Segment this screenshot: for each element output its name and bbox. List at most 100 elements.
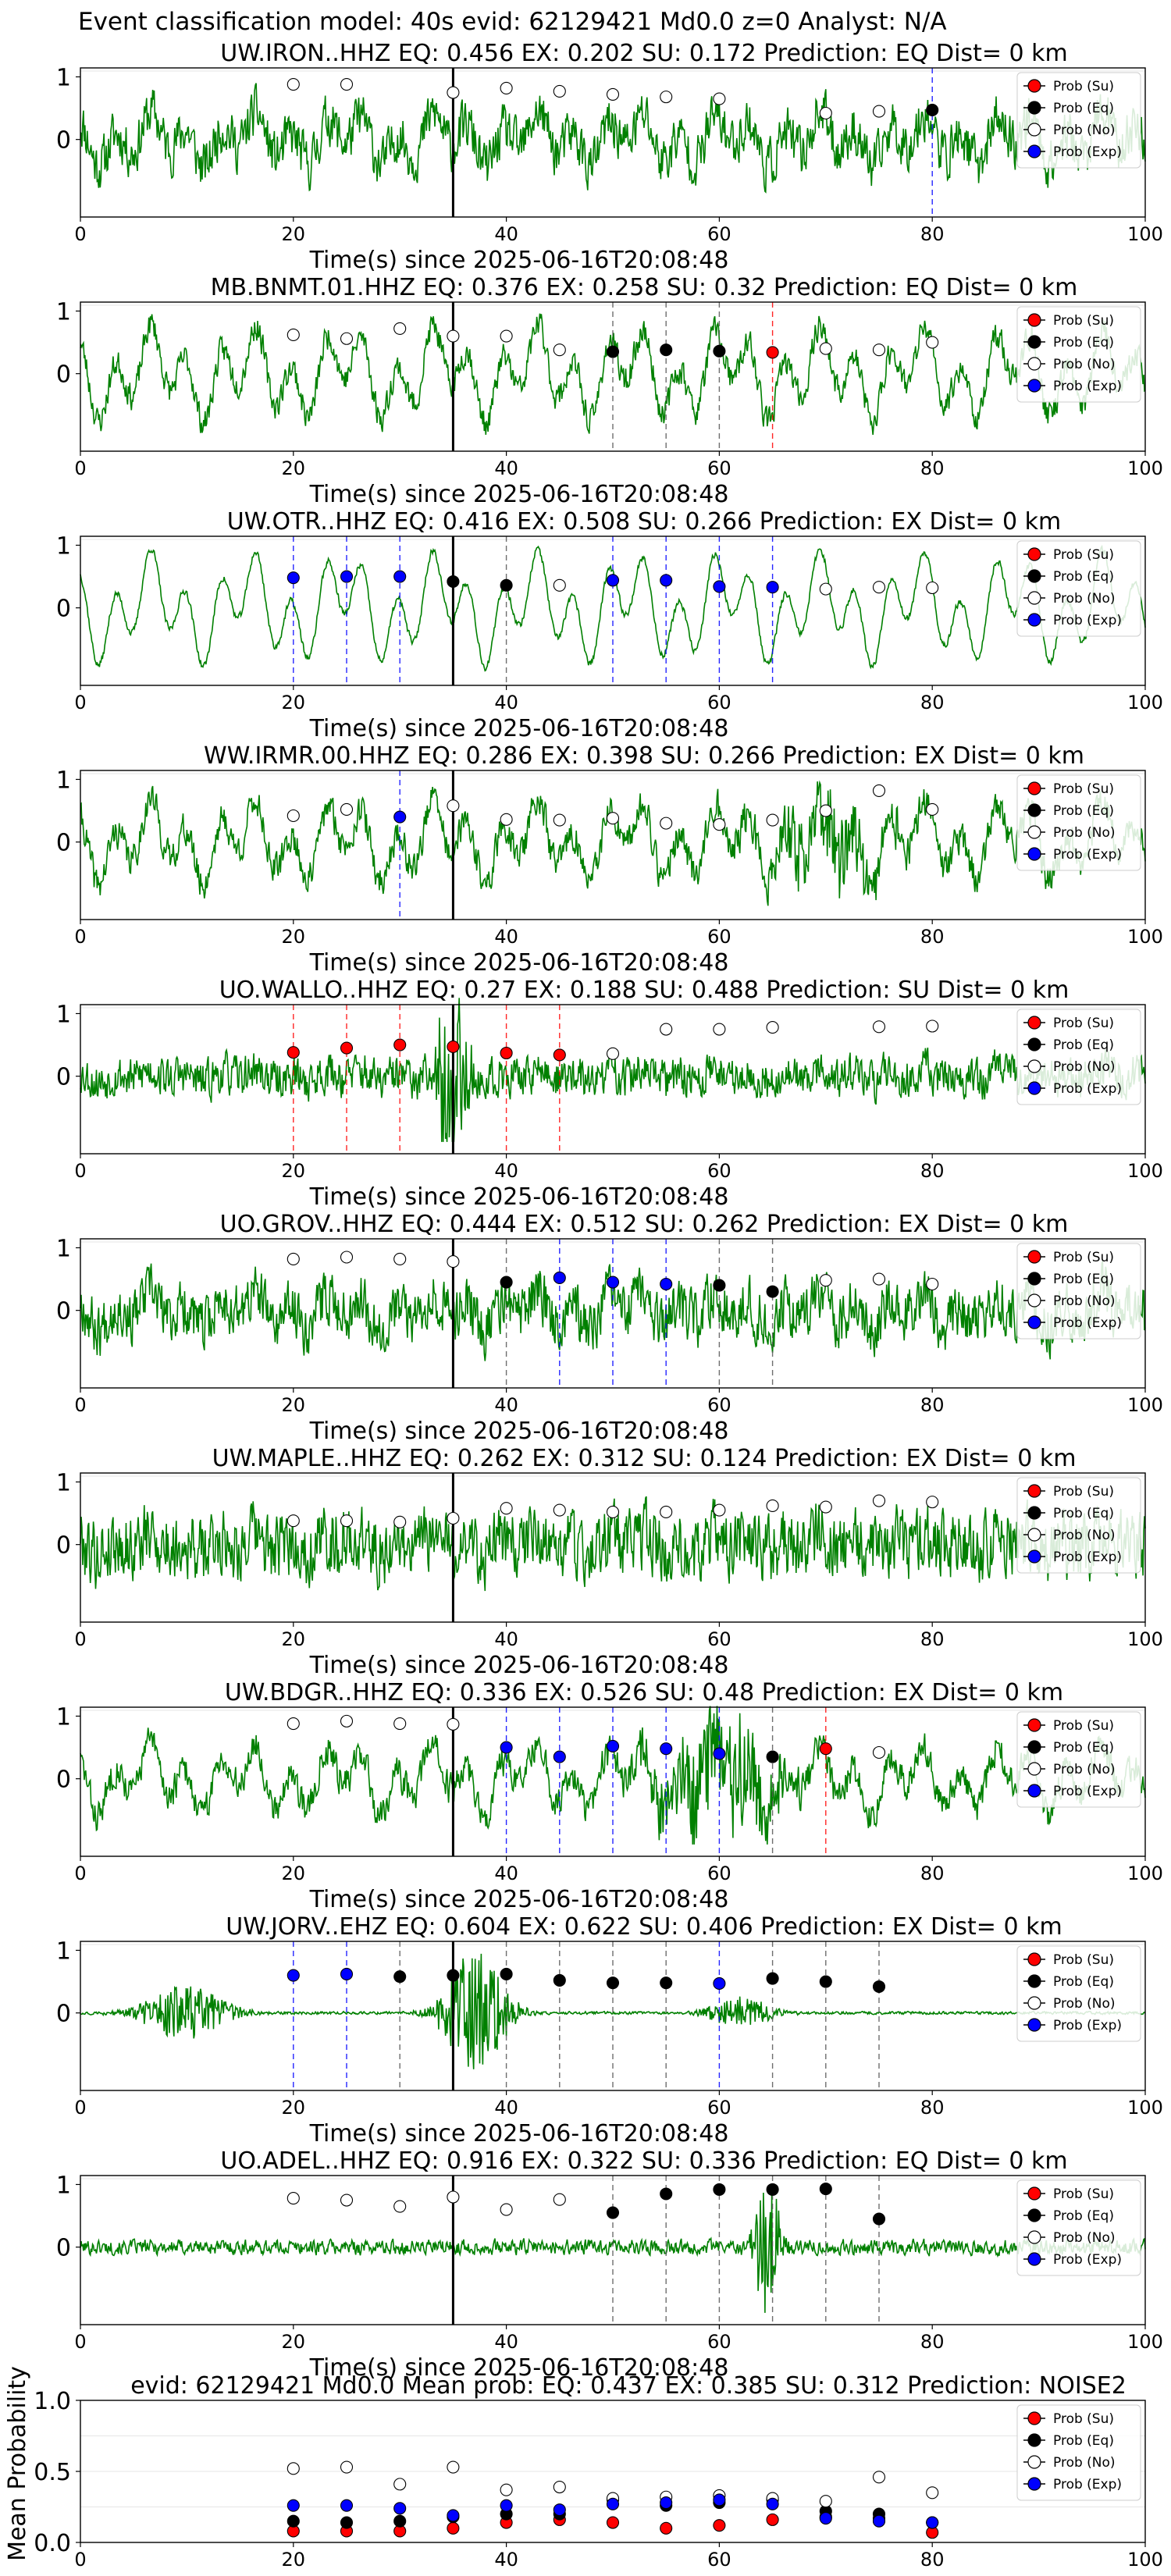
mean-point-exp xyxy=(340,2499,354,2512)
legend-6: Prob (Su) Prob (Eq) Prob (No) Prob (Exp) xyxy=(1016,1477,1141,1574)
legend-9: Prob (Su) Prob (Eq) Prob (No) Prob (Exp) xyxy=(1016,2179,1141,2276)
legend-2: Prob (Su) Prob (Eq) Prob (No) Prob (Exp) xyxy=(1016,540,1141,637)
axes-frame-7 xyxy=(80,1706,1146,1857)
legend-label-no: Prob (No) xyxy=(1053,1059,1116,1075)
prob-point-no xyxy=(393,2200,407,2213)
prob-point-no xyxy=(287,78,300,91)
prob-point-no xyxy=(766,1499,779,1512)
prob-point-no xyxy=(872,581,886,594)
legend-label-eq: Prob (Eq) xyxy=(1053,1740,1114,1756)
prob-point-no xyxy=(872,1272,886,1286)
x-axis-label: Time(s) since 2025-06-16T20:08:48 xyxy=(309,2354,729,2382)
x-tick-label: 0 xyxy=(74,692,86,713)
x-tick-label: 0 xyxy=(74,1394,86,1416)
legend-label-no: Prob (No) xyxy=(1053,2455,1116,2471)
prob-point-no xyxy=(447,1255,460,1268)
legend-marker-no xyxy=(1027,591,1041,605)
legend-marker-eq xyxy=(1027,101,1041,115)
legend-marker-eq xyxy=(1027,1037,1041,1051)
panel-title: UW.IRON..HHZ EQ: 0.456 EX: 0.202 SU: 0.1… xyxy=(220,40,1068,67)
x-tick-label: 100 xyxy=(1127,457,1163,479)
prob-point-su xyxy=(340,1041,354,1055)
prob-point-exp xyxy=(553,1750,566,1763)
panel-1: MB.BNMT.01.HHZ EQ: 0.376 EX: 0.258 SU: 0… xyxy=(56,274,1163,508)
legend-marker-exp xyxy=(1027,144,1041,158)
legend-marker-exp xyxy=(1027,2252,1041,2266)
legend-box xyxy=(1016,72,1141,169)
legend-label-no: Prob (No) xyxy=(1053,1293,1116,1309)
legend-marker-su xyxy=(1027,1484,1041,1498)
x-tick-label: 20 xyxy=(282,1394,306,1416)
x-tick-label: 0 xyxy=(74,2549,86,2571)
x-tick-label: 80 xyxy=(920,2331,945,2353)
legend-label-exp: Prob (Exp) xyxy=(1053,1550,1122,1565)
panel-4: UO.WALLO..HHZ EQ: 0.27 EX: 0.188 SU: 0.4… xyxy=(56,977,1163,1211)
axes-frame-2 xyxy=(80,535,1146,686)
prob-point-eq xyxy=(500,578,513,592)
axes-frame-8 xyxy=(80,1941,1146,2091)
prob-point-eq xyxy=(766,2183,779,2196)
legend-label-eq: Prob (Eq) xyxy=(1053,803,1114,819)
prob-point-no xyxy=(287,809,300,823)
axes-frame-3 xyxy=(80,770,1146,920)
prob-point-no xyxy=(340,1514,354,1528)
legend-marker-exp xyxy=(1027,1550,1041,1564)
legend-0: Prob (Su) Prob (Eq) Prob (No) Prob (Exp) xyxy=(1016,72,1141,169)
mean-point-eq xyxy=(340,2516,354,2529)
legend-marker-su xyxy=(1027,79,1041,93)
prob-point-no xyxy=(340,2194,354,2207)
y-tick-label: 0 xyxy=(56,830,71,857)
x-tick-label: 40 xyxy=(494,223,518,245)
prob-point-eq xyxy=(500,1967,513,1980)
x-tick-label: 40 xyxy=(494,1863,518,1884)
legend-10: Prob (Su) Prob (Eq) Prob (No) Prob (Exp) xyxy=(1016,2404,1141,2501)
prob-point-no xyxy=(660,91,673,104)
legend-label-exp: Prob (Exp) xyxy=(1053,144,1122,160)
prob-point-no xyxy=(447,2190,460,2204)
mean-point-exp xyxy=(926,2516,939,2529)
x-axis-label: Time(s) since 2025-06-16T20:08:48 xyxy=(309,481,729,508)
legend-label-no: Prob (No) xyxy=(1053,1528,1116,1543)
legend-marker-exp xyxy=(1027,379,1041,393)
prob-point-no xyxy=(660,1023,673,1036)
legend-marker-su xyxy=(1027,1016,1041,1030)
prob-point-exp xyxy=(660,574,673,587)
legend-marker-eq xyxy=(1027,2433,1041,2447)
legend-label-su: Prob (Su) xyxy=(1053,1250,1114,1265)
prob-point-su xyxy=(766,346,779,359)
prob-point-su xyxy=(393,1038,407,1051)
prob-point-eq xyxy=(713,2183,726,2196)
legend-label-exp: Prob (Exp) xyxy=(1053,1315,1122,1331)
x-tick-label: 100 xyxy=(1127,2097,1163,2119)
prob-point-exp xyxy=(287,571,300,585)
prob-point-exp xyxy=(393,810,407,824)
legend-label-no: Prob (No) xyxy=(1053,2230,1116,2246)
prob-point-no xyxy=(447,1717,460,1731)
x-axis-label: Time(s) since 2025-06-16T20:08:48 xyxy=(309,1183,729,1211)
prob-point-no xyxy=(926,1019,939,1033)
mean-point-su xyxy=(447,2521,460,2535)
x-tick-label: 60 xyxy=(707,1628,731,1650)
x-tick-label: 40 xyxy=(494,457,518,479)
prob-point-no xyxy=(287,2192,300,2205)
x-tick-label: 100 xyxy=(1127,223,1163,245)
mean-point-no xyxy=(926,2486,939,2500)
mean-point-no xyxy=(553,2480,566,2494)
prob-point-no xyxy=(660,817,673,830)
prob-point-eq xyxy=(660,1976,673,1990)
prob-point-no xyxy=(393,1717,407,1731)
legend-label-no: Prob (No) xyxy=(1053,1762,1116,1777)
legend-marker-eq xyxy=(1027,1506,1041,1520)
legend-label-eq: Prob (Eq) xyxy=(1053,1272,1114,1287)
legend-label-su: Prob (Su) xyxy=(1053,2186,1114,2202)
x-tick-label: 20 xyxy=(282,2549,306,2571)
prob-point-eq xyxy=(872,1980,886,1994)
prob-point-no xyxy=(393,322,407,335)
legend-box xyxy=(1016,1477,1141,1574)
x-tick-label: 80 xyxy=(920,692,945,713)
prob-point-no xyxy=(872,1020,886,1034)
x-tick-label: 80 xyxy=(920,2549,945,2571)
legend-label-su: Prob (Su) xyxy=(1053,313,1114,329)
panel-7: UW.BDGR..HHZ EQ: 0.336 EX: 0.526 SU: 0.4… xyxy=(56,1679,1163,1913)
prob-point-no xyxy=(500,2203,513,2216)
